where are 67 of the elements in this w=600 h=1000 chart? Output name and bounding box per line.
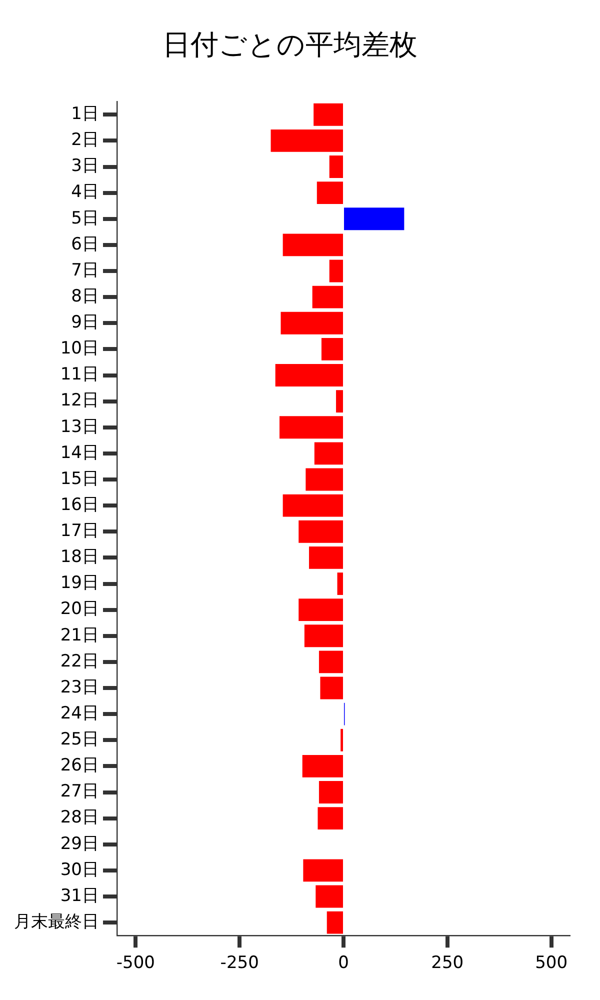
y-tick-label: 14日 bbox=[60, 442, 99, 463]
bar bbox=[312, 286, 343, 308]
bar bbox=[318, 781, 343, 804]
y-tick-label: 6日 bbox=[71, 234, 99, 254]
x-tick-label: -500 bbox=[116, 953, 155, 974]
bar bbox=[304, 624, 343, 648]
y-tick-label: 28日 bbox=[60, 808, 99, 828]
x-tick-label: 500 bbox=[535, 953, 568, 974]
y-tick-label: 21日 bbox=[60, 625, 99, 646]
y-tick-label: 8日 bbox=[71, 286, 99, 306]
y-tick-label: 15日 bbox=[60, 468, 99, 489]
bar bbox=[282, 494, 343, 517]
bar bbox=[303, 859, 343, 882]
y-tick-label: 5日 bbox=[71, 208, 99, 228]
bar bbox=[320, 676, 343, 700]
y-tick-label: 4日 bbox=[71, 182, 99, 202]
y-tick-label: 11日 bbox=[60, 364, 99, 385]
y-tick-label: 29日 bbox=[60, 834, 99, 854]
bar bbox=[298, 520, 343, 543]
y-tick-label: 22日 bbox=[60, 651, 99, 672]
y-tick-label: 2日 bbox=[71, 130, 99, 150]
bar bbox=[275, 364, 343, 386]
bar bbox=[329, 156, 343, 178]
y-tick-label: 16日 bbox=[60, 494, 99, 515]
y-tick-label: 26日 bbox=[60, 756, 99, 776]
bar bbox=[326, 911, 343, 934]
bar bbox=[314, 442, 343, 465]
bar bbox=[329, 260, 343, 282]
y-tick-label: 7日 bbox=[71, 260, 99, 280]
y-tick-label: 23日 bbox=[60, 677, 99, 698]
y-tick-label: 20日 bbox=[60, 599, 99, 620]
bar bbox=[280, 312, 343, 334]
bar bbox=[337, 572, 343, 595]
y-tick-label: 18日 bbox=[60, 547, 99, 568]
bar bbox=[318, 807, 343, 830]
y-tick-label: 31日 bbox=[60, 886, 99, 906]
y-tick-label: 19日 bbox=[60, 573, 99, 594]
bar bbox=[306, 468, 343, 491]
chart-title: 日付ごとの平均差枚 bbox=[162, 28, 418, 62]
bar bbox=[316, 182, 343, 204]
bar bbox=[280, 416, 343, 439]
x-tick-label: 250 bbox=[431, 953, 464, 974]
y-tick-label: 10日 bbox=[60, 338, 99, 359]
bar bbox=[309, 546, 343, 569]
bar bbox=[270, 129, 343, 152]
bar bbox=[282, 234, 343, 256]
bar bbox=[302, 754, 343, 778]
y-tick-label: 1日 bbox=[71, 104, 99, 124]
y-tick-label: 月末最終日 bbox=[14, 912, 99, 932]
x-tick-label: 0 bbox=[338, 953, 349, 974]
y-tick-label: 9日 bbox=[71, 312, 99, 333]
y-tick-label: 24日 bbox=[60, 703, 99, 724]
bar bbox=[344, 208, 404, 230]
y-tick-label: 3日 bbox=[71, 156, 99, 176]
bar bbox=[336, 390, 343, 413]
y-tick-label: 12日 bbox=[60, 390, 99, 411]
x-tick-label: -250 bbox=[220, 953, 259, 974]
bar bbox=[316, 885, 343, 908]
y-tick-label: 30日 bbox=[60, 860, 99, 880]
bar bbox=[298, 598, 343, 622]
y-tick-label: 17日 bbox=[60, 521, 99, 542]
bar bbox=[314, 103, 343, 126]
bar bbox=[321, 338, 343, 360]
y-tick-label: 13日 bbox=[60, 416, 99, 437]
bar bbox=[318, 650, 343, 674]
y-tick-label: 27日 bbox=[60, 782, 99, 802]
y-tick-label: 25日 bbox=[60, 730, 99, 750]
